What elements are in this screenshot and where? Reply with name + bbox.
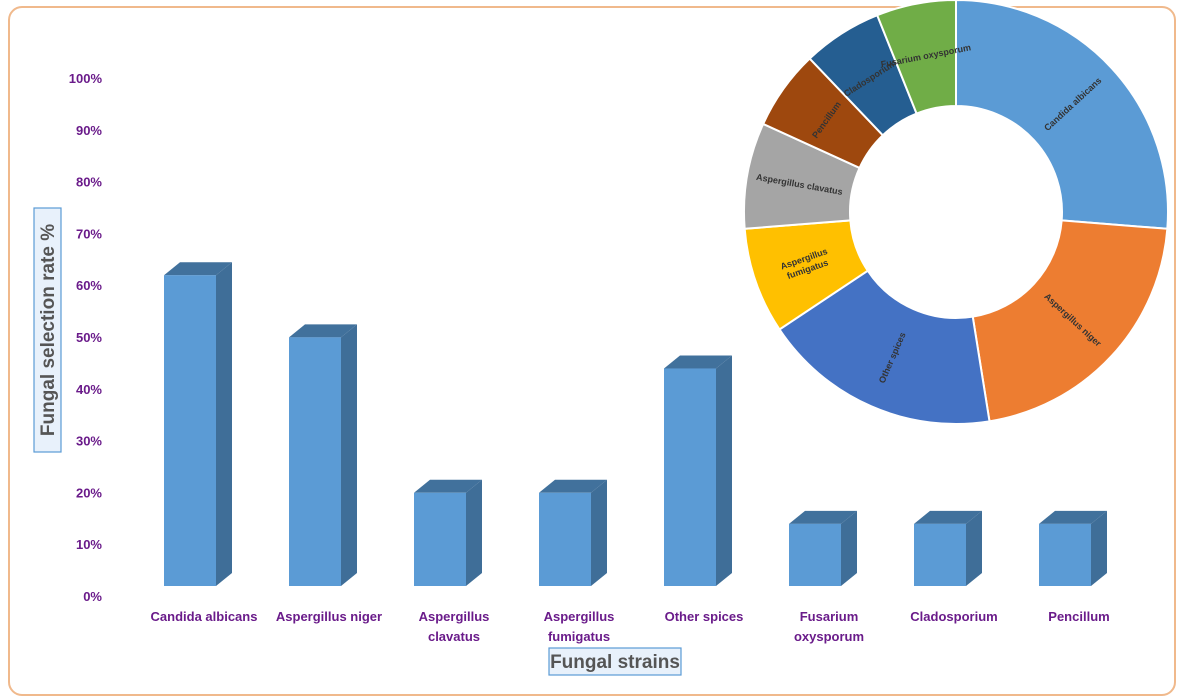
y-tick-label: 40% bbox=[76, 382, 102, 397]
y-tick-label: 80% bbox=[76, 175, 102, 190]
bar-side bbox=[341, 324, 357, 586]
bar-top bbox=[164, 262, 232, 276]
y-axis-ticks: 0% 10% 20% 30% 40% 50% 60% 70% 80% 90% 100% bbox=[69, 71, 103, 604]
y-tick-label: 100% bbox=[69, 71, 103, 86]
bar bbox=[289, 324, 357, 586]
bar-front bbox=[414, 492, 466, 586]
bar bbox=[164, 262, 232, 586]
x-tick-label: fumigatus bbox=[548, 629, 610, 644]
bar bbox=[1039, 510, 1107, 586]
bar-side bbox=[1091, 510, 1107, 586]
x-tick-label: Candida albicans bbox=[151, 609, 258, 624]
bar-front bbox=[664, 368, 716, 586]
y-tick-label: 60% bbox=[76, 278, 102, 293]
x-tick-label: Fusarium bbox=[800, 609, 859, 624]
x-axis-label: Fungal strains bbox=[550, 652, 680, 673]
bar-front bbox=[914, 523, 966, 586]
bar-top bbox=[914, 510, 982, 524]
bar-top bbox=[414, 479, 482, 493]
donut-slice bbox=[778, 269, 991, 425]
bar-side bbox=[466, 479, 482, 586]
y-axis-label: Fungal selection rate % bbox=[38, 224, 59, 436]
x-tick-label: Aspergillus bbox=[419, 609, 490, 624]
bar bbox=[539, 479, 607, 586]
x-tick-label: clavatus bbox=[428, 629, 480, 644]
bar-series bbox=[164, 262, 1107, 586]
bar bbox=[414, 479, 482, 586]
donut-slice bbox=[971, 219, 1169, 423]
y-tick-label: 30% bbox=[76, 434, 102, 449]
y-tick-label: 90% bbox=[76, 123, 102, 138]
x-axis-ticks: Candida albicans Aspergillus niger Aspergi… bbox=[151, 609, 1110, 644]
bar-side bbox=[216, 262, 232, 586]
y-axis-title: Fungal selection rate % bbox=[33, 207, 62, 453]
y-tick-label: 10% bbox=[76, 537, 102, 552]
bar-side bbox=[716, 355, 732, 586]
bar-front bbox=[164, 275, 216, 586]
bar-side bbox=[966, 510, 982, 586]
bar-side bbox=[841, 510, 857, 586]
bar bbox=[789, 510, 857, 586]
bar bbox=[914, 510, 982, 586]
bar-top bbox=[664, 355, 732, 369]
x-tick-label: Cladosporium bbox=[910, 609, 997, 624]
bar-top bbox=[289, 324, 357, 338]
x-tick-label: Aspergillus niger bbox=[276, 609, 382, 624]
x-axis-title-box bbox=[548, 647, 682, 676]
bar bbox=[664, 355, 732, 586]
y-tick-label: 0% bbox=[83, 589, 102, 604]
donut-slice bbox=[875, 0, 957, 115]
bar-side bbox=[591, 479, 607, 586]
x-axis-title: Fungal strains bbox=[548, 647, 682, 676]
bar-front bbox=[289, 337, 341, 586]
y-axis-title-box bbox=[33, 207, 62, 453]
bar-top bbox=[539, 479, 607, 493]
bar-front bbox=[539, 492, 591, 586]
y-tick-label: 50% bbox=[76, 330, 102, 345]
x-tick-label: oxysporum bbox=[794, 629, 864, 644]
bar-front bbox=[1039, 523, 1091, 586]
y-tick-label: 70% bbox=[76, 226, 102, 241]
x-tick-label: Aspergillus bbox=[544, 609, 615, 624]
bar-top bbox=[1039, 510, 1107, 524]
bar-front bbox=[789, 523, 841, 586]
x-tick-label: Pencillum bbox=[1048, 609, 1109, 624]
y-tick-label: 20% bbox=[76, 485, 102, 500]
bar-top bbox=[789, 510, 857, 524]
donut-slice bbox=[955, 0, 1169, 230]
x-tick-label: Other spices bbox=[665, 609, 744, 624]
